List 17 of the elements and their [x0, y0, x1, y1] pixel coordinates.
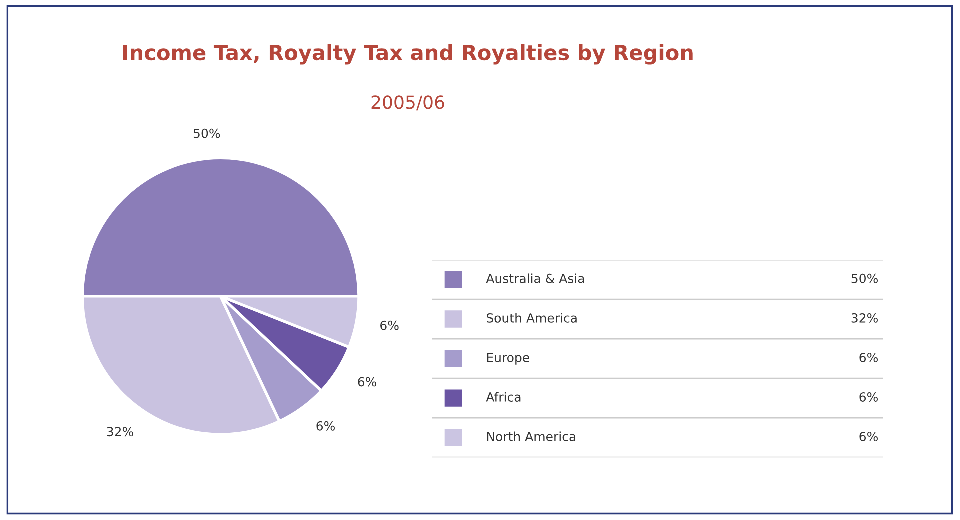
text: 32% [852, 313, 878, 323]
legend-label: South America [486, 313, 577, 323]
text: 6% [860, 392, 878, 402]
text: 6% [860, 352, 878, 362]
data-label: 6% [316, 421, 336, 431]
data-label: 6% [358, 377, 377, 387]
legend-label: Australia & Asia [486, 274, 584, 284]
text: 50% [852, 274, 878, 284]
legend-label: Europe [487, 353, 530, 365]
data-label: 50% [194, 128, 220, 138]
data-label: 32% [107, 427, 134, 437]
text: 6% [860, 432, 878, 442]
data-label: 6% [380, 320, 399, 330]
legend-label: North America [487, 432, 576, 442]
chart-subtitle: 2005/06 [372, 96, 444, 111]
chart-title: Income Tax, Royalty Tax and Royalties by Region [123, 44, 693, 65]
legend-label: Africa [486, 392, 521, 402]
